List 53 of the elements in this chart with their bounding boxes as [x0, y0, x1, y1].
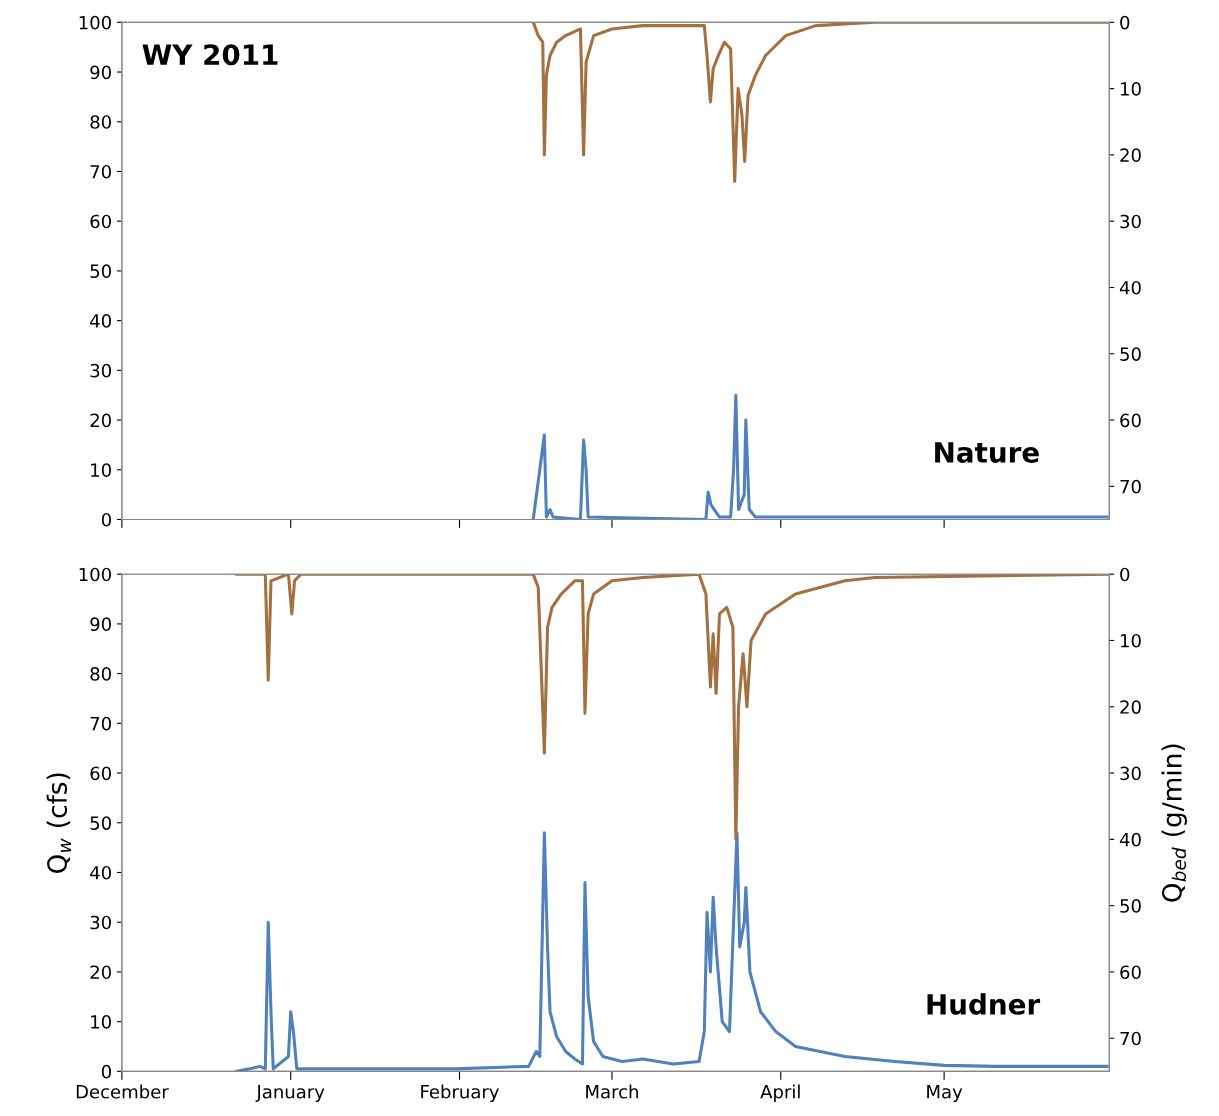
y2-tick-label: 0: [1120, 15, 1130, 30]
y-tick-label: 0: [101, 512, 111, 527]
line-series: [235, 574, 1109, 841]
line-series: [235, 831, 1109, 1072]
x-tick-label: December: [76, 1084, 169, 1099]
annotation: Nature: [935, 442, 1039, 463]
x-tick-label: January: [255, 1085, 325, 1103]
y2-tick-label: 70: [1120, 1031, 1141, 1046]
y-tick-label: 10: [91, 463, 111, 477]
line-series: [531, 393, 1109, 520]
annotation: WY 2011: [142, 44, 278, 66]
y2-tick-label: 40: [1119, 280, 1141, 295]
y-tick-label: 90: [90, 617, 111, 632]
y-tick-label: 60: [90, 766, 111, 781]
y-tick-label: 10: [91, 1015, 111, 1029]
y2-tick-label: 30: [1120, 214, 1141, 229]
y-tick-label: 100: [79, 15, 111, 30]
x-tick-label: May: [927, 1085, 963, 1103]
y-tick-label: 40: [90, 314, 111, 328]
line-series: [531, 22, 1109, 183]
y2-tick-label: 50: [1120, 347, 1141, 361]
y-tick-label: 60: [90, 214, 111, 229]
y-tick-label: 50: [90, 264, 111, 279]
y-tick-label: 0: [101, 1064, 111, 1079]
y2-tick-label: 10: [1121, 82, 1141, 96]
y2-tick-label: 20: [1120, 148, 1141, 163]
y-tick-label: 50: [90, 816, 111, 830]
y-tick-label: 90: [90, 65, 111, 80]
y2-tick-label: 30: [1120, 766, 1141, 781]
y-tick-label: 80: [90, 667, 111, 681]
x-tick-label: March: [586, 1084, 638, 1099]
y2-tick-label: 10: [1121, 633, 1141, 648]
y2-tick-label: 60: [1120, 413, 1141, 428]
y-axis-title: Q$_{w}$ (cfs): [46, 773, 71, 874]
x-tick-label: February: [421, 1084, 499, 1103]
y2-tick-label: 70: [1120, 479, 1141, 494]
y-tick-label: 20: [90, 965, 111, 980]
y2-tick-label: 60: [1120, 965, 1141, 980]
y-tick-label: 40: [90, 865, 111, 880]
y-tick-label: 30: [90, 915, 111, 930]
y-tick-label: 80: [90, 115, 111, 129]
y2-tick-label: 20: [1120, 700, 1141, 714]
y-tick-label: 20: [90, 413, 111, 428]
annotation: Hudner: [927, 993, 1041, 1015]
y-tick-label: 30: [90, 363, 111, 378]
y2-axis-title: Q$_{bed}$ (g/min): [1161, 744, 1187, 902]
y2-tick-label: 50: [1120, 899, 1141, 913]
y2-tick-label: 40: [1119, 832, 1141, 847]
x-tick-label: April: [760, 1084, 800, 1103]
y2-tick-label: 0: [1120, 567, 1130, 582]
y-tick-label: 70: [90, 164, 111, 179]
y-tick-label: 70: [90, 716, 111, 731]
y-tick-label: 100: [79, 567, 111, 582]
